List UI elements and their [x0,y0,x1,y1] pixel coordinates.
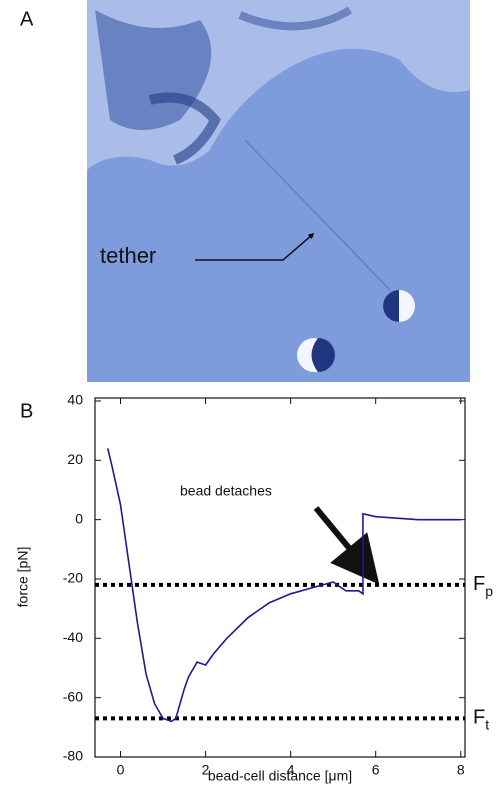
y-axis-label: force [pN] [15,547,31,608]
reference-label: Ft [473,707,489,732]
reference-label-main: F [473,707,485,729]
y-tick-label: 40 [67,392,83,408]
reference-label-sub: p [485,583,493,599]
annotation: bead detaches [180,483,272,499]
panel-label: B [20,400,33,422]
x-tick-label: 4 [287,762,295,778]
annotation-arrow [313,506,380,585]
reference-label-sub: t [485,716,489,732]
data-line [106,448,461,723]
y-tick-label: 20 [67,451,83,467]
plot-frame [94,397,466,758]
micrograph: tether [87,0,470,382]
reference-label-main: F [473,573,485,595]
x-axis-label: bead-cell distance [μm] [208,768,352,784]
y-tick-label: -80 [63,748,83,764]
x-tick-label: 0 [117,762,125,778]
x-tick-label: 2 [202,762,210,778]
y-tick-label: -20 [63,570,83,586]
reference-label: Fp [473,573,493,598]
y-tick-label: 0 [75,510,83,526]
x-tick-label: 6 [372,762,380,778]
panel-label: A [20,8,34,30]
image-annotation: tether [100,243,156,268]
x-tick-label: 8 [457,762,465,778]
y-tick-label: -60 [63,688,83,704]
y-tick-label: -40 [63,629,83,645]
